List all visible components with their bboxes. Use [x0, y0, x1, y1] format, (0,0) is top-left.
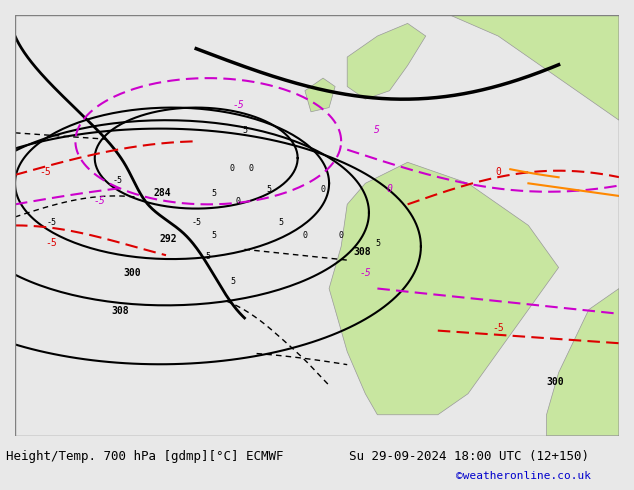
Text: 308: 308	[353, 247, 371, 257]
Text: -5: -5	[94, 196, 105, 206]
Text: 0: 0	[339, 231, 344, 240]
Text: 5: 5	[206, 252, 210, 261]
Text: 0: 0	[302, 231, 307, 240]
Text: 300: 300	[124, 268, 141, 278]
Text: -5: -5	[493, 322, 504, 333]
Text: 292: 292	[160, 234, 178, 244]
Text: 300: 300	[547, 377, 564, 387]
Text: -5: -5	[233, 99, 244, 110]
Text: 5: 5	[266, 185, 271, 194]
Text: -5: -5	[46, 239, 57, 248]
Text: 5: 5	[375, 125, 380, 135]
Text: 0: 0	[495, 167, 501, 177]
Text: 0: 0	[321, 185, 325, 194]
Text: 5: 5	[230, 277, 235, 286]
Text: -5: -5	[39, 167, 51, 177]
Text: ©weatheronline.co.uk: ©weatheronline.co.uk	[456, 471, 592, 481]
Text: 284: 284	[154, 188, 172, 198]
Text: 5: 5	[375, 240, 380, 248]
Text: -5: -5	[46, 219, 56, 227]
Text: Su 29-09-2024 18:00 UTC (12+150): Su 29-09-2024 18:00 UTC (12+150)	[349, 450, 589, 463]
Text: 308: 308	[112, 306, 129, 316]
Text: 5: 5	[242, 126, 247, 135]
Text: -5: -5	[191, 219, 201, 227]
Text: 0: 0	[230, 164, 235, 172]
Text: 0: 0	[236, 197, 241, 206]
Text: 5: 5	[278, 219, 283, 227]
Text: -5: -5	[359, 268, 371, 278]
Text: 5: 5	[212, 189, 217, 198]
Text: 0: 0	[248, 164, 253, 172]
Text: 5: 5	[212, 231, 217, 240]
Text: Height/Temp. 700 hPa [gdmp][°C] ECMWF: Height/Temp. 700 hPa [gdmp][°C] ECMWF	[6, 450, 284, 463]
Text: 0: 0	[387, 184, 392, 194]
Text: -5: -5	[113, 176, 123, 185]
